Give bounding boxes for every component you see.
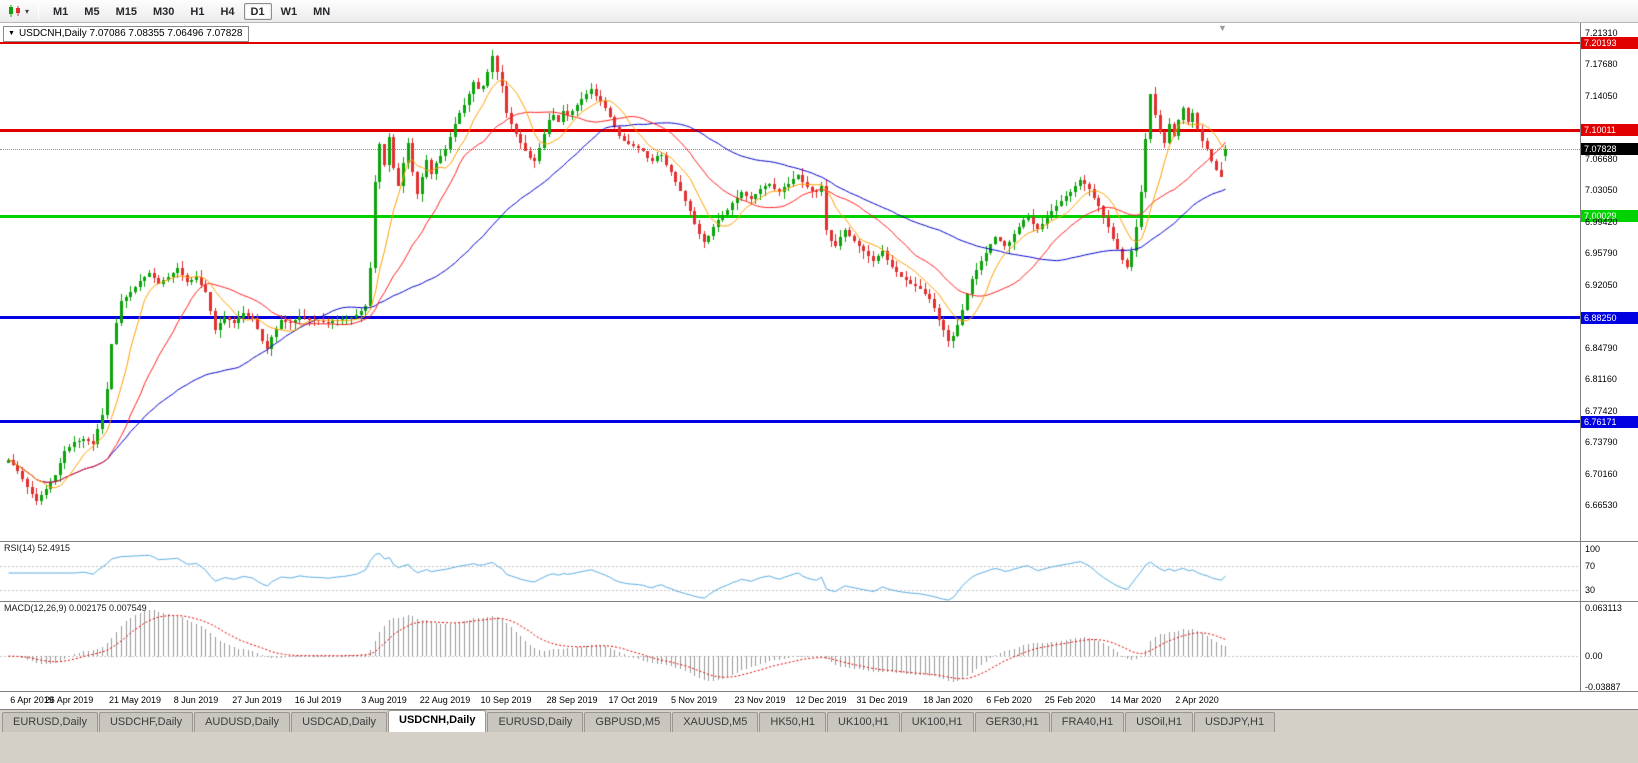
x-axis-label: 27 Jun 2019: [232, 695, 282, 705]
x-axis-label: 12 Dec 2019: [795, 695, 847, 705]
macd-panel[interactable]: MACD(12,26,9) 0.002175 0.007549: [0, 601, 1580, 691]
chart-tab-eurusd-daily[interactable]: EURUSD,Daily: [2, 712, 98, 732]
rsi-label: RSI(14) 52.4915: [4, 543, 71, 553]
chart-tab-gbpusd-m5[interactable]: GBPUSD,M5: [584, 712, 672, 732]
chart-type-button[interactable]: ▾: [4, 2, 32, 21]
chart-tab-usdjpy-h1[interactable]: USDJPY,H1: [1193, 712, 1276, 732]
chevron-down-icon: ▾: [25, 6, 30, 16]
x-axis-label: 14 Mar 2020: [1110, 695, 1162, 705]
chart-tabs-bar: EURUSD,Daily USDCHF,Daily AUDUSD,Daily USDC…: [0, 709, 1638, 763]
chart-tab-audusd-daily[interactable]: AUDUSD,Daily: [194, 712, 291, 732]
chart-tab-usdcad-daily[interactable]: USDCAD,Daily: [291, 712, 388, 732]
candlestick-chart-icon: [9, 5, 20, 17]
x-axis-label: 16 Jul 2019: [294, 695, 342, 705]
timeframe-button-m5[interactable]: M5: [84, 6, 100, 18]
timeframe-button-m30[interactable]: M30: [152, 6, 175, 18]
chart-tab-usdchf-daily[interactable]: USDCHF,Daily: [98, 712, 194, 732]
x-axis-label: 10 Sep 2019: [480, 695, 532, 705]
price-axis[interactable]: [1580, 23, 1638, 691]
one-click-trading-arrow-icon[interactable]: ▼: [8, 30, 15, 37]
right-shift-marker-icon[interactable]: ▼: [1218, 23, 1227, 33]
chart-tab-uk100-h1[interactable]: UK100,H1: [900, 712, 974, 732]
chart-tab-hk50-h1[interactable]: HK50,H1: [759, 712, 827, 732]
x-axis-label: 22 Aug 2019: [419, 695, 471, 705]
x-axis-label: 6 Feb 2020: [986, 695, 1032, 705]
timeframe-button-h4[interactable]: H4: [220, 6, 235, 18]
timeframe-button-d1[interactable]: D1: [243, 3, 272, 20]
toolbar-separator: [38, 3, 40, 19]
macd-label: MACD(12,26,9) 0.002175 0.007549: [4, 603, 147, 613]
chart-tab-ger30-h1[interactable]: GER30,H1: [974, 712, 1050, 732]
x-axis-label: 23 Nov 2019: [734, 695, 786, 705]
rsi-panel[interactable]: RSI(14) 52.4915: [0, 541, 1580, 601]
x-axis-label: 31 Dec 2019: [856, 695, 908, 705]
price-chart-panel[interactable]: ▼ USDCNH,Daily 7.07086 7.08355 7.06496 7.…: [0, 23, 1580, 541]
panel-separator[interactable]: [0, 601, 1638, 602]
x-axis-label: 17 Oct 2019: [608, 695, 658, 705]
chart-tab-eurusd-daily[interactable]: EURUSD,Daily: [487, 712, 584, 732]
x-axis-label: 21 May 2019: [108, 695, 162, 705]
candlestick-canvas[interactable]: [0, 23, 1580, 541]
panel-separator: [0, 691, 1638, 692]
timeframe-button-w1[interactable]: W1: [280, 6, 298, 18]
timeframe-button-h1[interactable]: H1: [190, 6, 205, 18]
chart-ohlc-text: USDCNH,Daily 7.07086 7.08355 7.06496 7.0…: [18, 28, 243, 39]
timeframe-button-mn[interactable]: MN: [313, 6, 331, 18]
x-axis-label: 3 Aug 2019: [361, 695, 407, 705]
time-axis[interactable]: 6 Apr 2019 26 Apr 2019 21 May 2019 8 Jun 20…: [0, 691, 1638, 709]
macd-canvas[interactable]: [0, 601, 1580, 691]
x-axis-label: 8 Jun 2019: [173, 695, 219, 705]
chart-title: ▼ USDCNH,Daily 7.07086 7.08355 7.06496 7.…: [3, 26, 250, 42]
chart-tab-usoil-h1[interactable]: USOil,H1: [1125, 712, 1193, 732]
timeframe-button-m1[interactable]: M1: [53, 6, 69, 18]
x-axis-label: 2 Apr 2020: [1175, 695, 1219, 705]
chart-tab-xauusd-m5[interactable]: XAUUSD,M5: [672, 712, 759, 732]
x-axis-label: 25 Feb 2020: [1044, 695, 1096, 705]
panel-separator[interactable]: [0, 541, 1638, 542]
chart-tab-uk100-h1[interactable]: UK100,H1: [827, 712, 900, 732]
x-axis-label: 26 Apr 2019: [44, 695, 94, 705]
x-axis-label: 18 Jan 2020: [923, 695, 973, 705]
x-axis-label: 28 Sep 2019: [546, 695, 598, 705]
timeframe-buttons: M1 M5 M15 M30 H1 H4 D1 W1 MN: [45, 2, 338, 20]
rsi-canvas[interactable]: [0, 541, 1580, 601]
chart-tab-row: EURUSD,Daily USDCHF,Daily AUDUSD,Daily USDC…: [0, 710, 1638, 732]
chart-tab-usdcnh-daily[interactable]: USDCNH,Daily: [388, 710, 487, 732]
x-axis-label: 5 Nov 2019: [670, 695, 718, 705]
toolbar: ▾ M1 M5 M15 M30 H1 H4 D1 W1 MN: [0, 0, 1638, 23]
chart-tab-fra40-h1[interactable]: FRA40,H1: [1050, 712, 1125, 732]
x-axis-label: 6 Apr 2019: [10, 695, 54, 705]
timeframe-button-m15[interactable]: M15: [115, 6, 137, 18]
